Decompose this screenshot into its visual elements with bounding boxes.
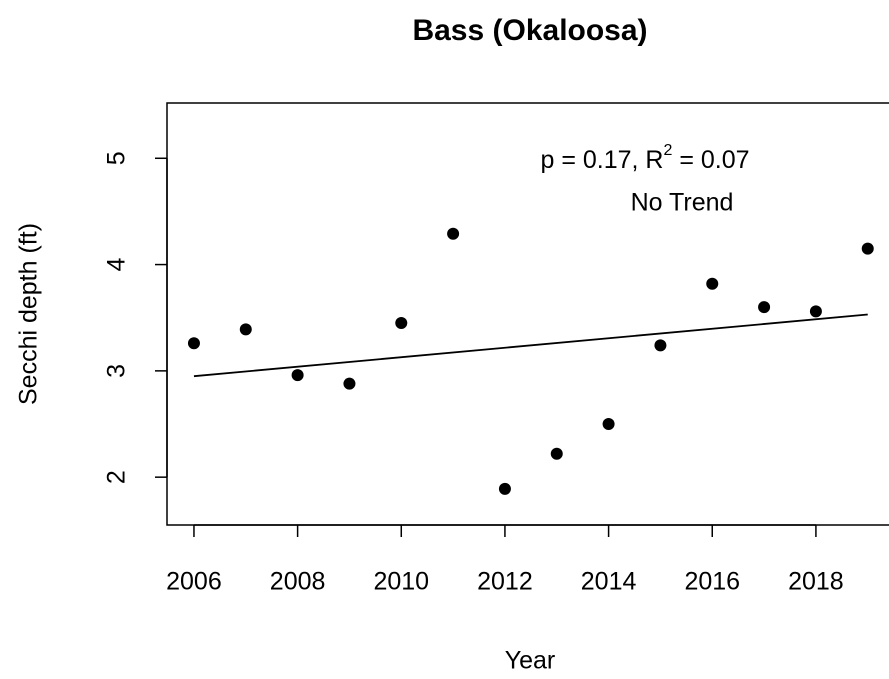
y-axis-label: Secchi depth (ft)	[15, 223, 43, 405]
point	[291, 369, 304, 382]
point	[498, 482, 511, 495]
y-tick-label: 3	[103, 364, 131, 378]
point	[343, 377, 356, 390]
x-tick-label: 2014	[581, 568, 637, 596]
point	[758, 301, 771, 314]
annotation-text: p = 0.17, R	[540, 146, 663, 174]
x-axis-label: Year	[505, 647, 556, 675]
point	[395, 317, 408, 330]
y-tick-label: 2	[103, 470, 131, 484]
x-tick-label: 2018	[788, 568, 844, 596]
chart-title: Bass (Okaloosa)	[412, 14, 647, 47]
point	[550, 447, 563, 460]
point	[447, 227, 460, 240]
plot-box	[166, 102, 889, 526]
point	[654, 339, 667, 352]
point	[861, 242, 874, 255]
point	[809, 305, 822, 318]
point	[239, 323, 252, 336]
y-tick-label: 4	[103, 258, 131, 272]
x-tick-label: 2012	[477, 568, 533, 596]
point	[706, 277, 719, 290]
annotation-text: = 0.07	[672, 146, 749, 174]
x-tick-label: 2008	[270, 568, 326, 596]
x-tick-label: 2006	[166, 568, 222, 596]
point	[187, 337, 200, 350]
trend-line	[193, 313, 868, 378]
x-tick-label: 2016	[684, 568, 740, 596]
annotation-verdict: No Trend	[631, 189, 734, 217]
point	[602, 418, 615, 431]
annotation: p = 0.17, R2 = 0.07	[540, 142, 749, 173]
y-tick-label: 5	[103, 151, 131, 165]
x-tick-label: 2010	[373, 568, 429, 596]
annotation-sup: 2	[663, 142, 672, 159]
